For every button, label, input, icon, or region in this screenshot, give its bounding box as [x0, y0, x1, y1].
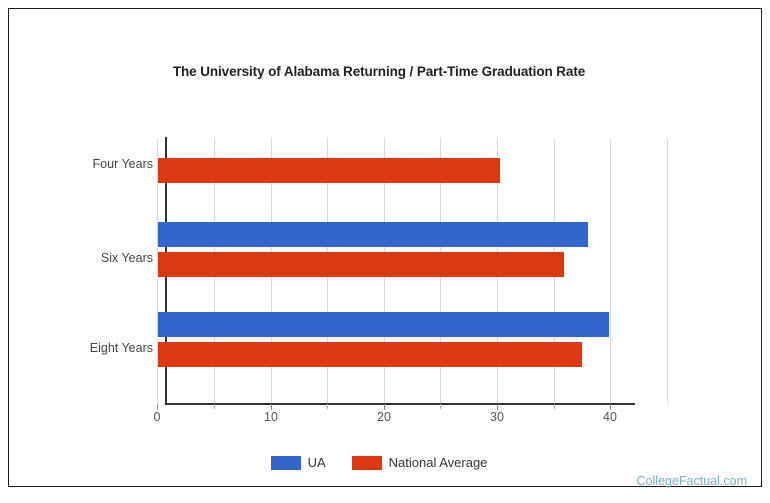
y-axis-label-eight-years: Eight Years [89, 341, 153, 355]
x-tick-label-30: 30 [490, 410, 504, 424]
x-tick-5 [214, 404, 215, 409]
legend-item-ua[interactable]: UA [270, 455, 326, 470]
x-tick-40 [610, 404, 611, 410]
chart-legend: UA National Average [9, 455, 749, 470]
x-tick-label-10: 10 [264, 410, 278, 424]
legend-swatch-icon-national-average [351, 455, 382, 470]
x-tick-label-40: 40 [603, 410, 617, 424]
y-axis-label-four-years: Four Years [92, 157, 153, 171]
legend-label-ua: UA [307, 455, 326, 470]
y-axis-label-six-years: Six Years [100, 251, 153, 265]
gridline-5 [157, 138, 158, 403]
x-tick-10 [271, 404, 272, 410]
bar-six-years-ua [158, 222, 588, 247]
x-tick-0 [157, 404, 158, 410]
x-tick-label-20: 20 [377, 410, 391, 424]
x-tick-35 [554, 404, 555, 409]
bar-eight-years-ua [158, 312, 609, 337]
legend-item-national-average[interactable]: National Average [351, 455, 488, 470]
legend-swatch-icon-ua [270, 455, 301, 470]
bar-eight-years-national-average [158, 342, 582, 367]
gridline-50 [667, 138, 668, 403]
x-tick-20 [384, 404, 385, 410]
x-tick-15 [327, 404, 328, 409]
bar-four-years-national-average [158, 158, 500, 183]
x-tick-25 [440, 404, 441, 409]
legend-label-national-average: National Average [388, 455, 488, 470]
x-tick-label-0: 0 [153, 410, 161, 424]
gridline-45 [610, 138, 611, 403]
x-axis-line [165, 403, 635, 405]
watermark-collegefactual: CollegeFactual.com [636, 474, 747, 488]
bar-six-years-national-average [158, 252, 564, 277]
chart-card: The University of Alabama Returning / Pa… [8, 8, 762, 488]
x-tick-30 [497, 404, 498, 410]
chart-title: The University of Alabama Returning / Pa… [172, 64, 586, 79]
